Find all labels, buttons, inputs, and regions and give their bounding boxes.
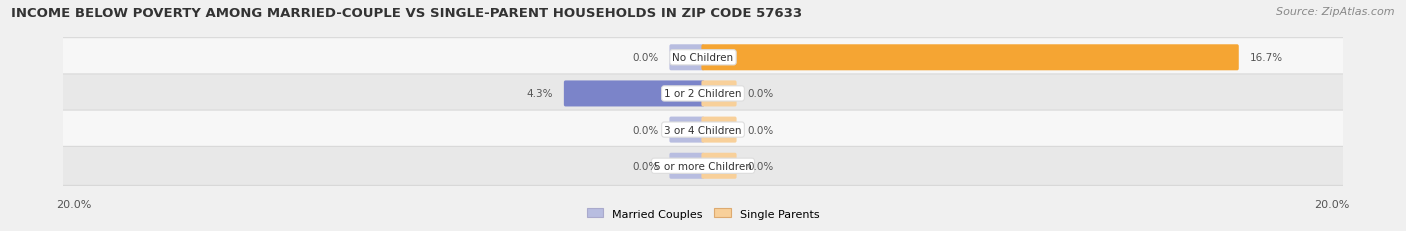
Text: INCOME BELOW POVERTY AMONG MARRIED-COUPLE VS SINGLE-PARENT HOUSEHOLDS IN ZIP COD: INCOME BELOW POVERTY AMONG MARRIED-COUPL…	[11, 7, 803, 20]
FancyBboxPatch shape	[702, 153, 737, 179]
FancyBboxPatch shape	[564, 81, 704, 107]
Text: Source: ZipAtlas.com: Source: ZipAtlas.com	[1277, 7, 1395, 17]
Text: 20.0%: 20.0%	[1315, 199, 1350, 209]
FancyBboxPatch shape	[59, 75, 1347, 113]
Text: 4.3%: 4.3%	[526, 89, 553, 99]
Text: No Children: No Children	[672, 53, 734, 63]
Legend: Married Couples, Single Parents: Married Couples, Single Parents	[582, 204, 824, 223]
FancyBboxPatch shape	[669, 153, 704, 179]
Text: 5 or more Children: 5 or more Children	[654, 161, 752, 171]
Text: 1 or 2 Children: 1 or 2 Children	[664, 89, 742, 99]
Text: 0.0%: 0.0%	[748, 161, 775, 171]
Text: 0.0%: 0.0%	[631, 125, 658, 135]
Text: 16.7%: 16.7%	[1250, 53, 1284, 63]
FancyBboxPatch shape	[669, 117, 704, 143]
FancyBboxPatch shape	[702, 117, 737, 143]
FancyBboxPatch shape	[702, 45, 1239, 71]
Text: 0.0%: 0.0%	[631, 161, 658, 171]
Text: 0.0%: 0.0%	[748, 89, 775, 99]
FancyBboxPatch shape	[59, 111, 1347, 149]
Text: 20.0%: 20.0%	[56, 199, 91, 209]
Text: 0.0%: 0.0%	[748, 125, 775, 135]
Text: 0.0%: 0.0%	[631, 53, 658, 63]
Text: 3 or 4 Children: 3 or 4 Children	[664, 125, 742, 135]
FancyBboxPatch shape	[59, 39, 1347, 77]
FancyBboxPatch shape	[702, 81, 737, 107]
FancyBboxPatch shape	[59, 147, 1347, 185]
FancyBboxPatch shape	[669, 45, 704, 71]
